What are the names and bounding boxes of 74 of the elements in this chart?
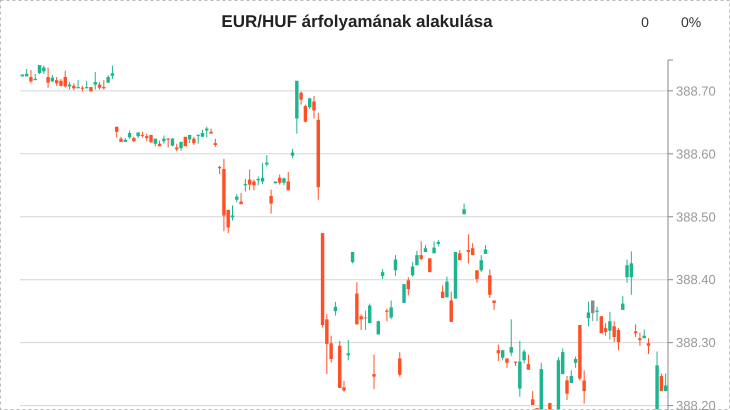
candlestick: [406, 276, 410, 296]
candlestick: [102, 80, 106, 90]
candlestick: [600, 316, 604, 334]
y-tick-label: 388.60: [676, 146, 716, 162]
candlestick: [595, 306, 599, 322]
candlestick: [166, 138, 170, 148]
candlestick: [500, 350, 504, 361]
candlestick: [252, 179, 256, 191]
candlestick: [466, 234, 470, 264]
candlestick: [278, 174, 282, 186]
candlestick: [368, 303, 372, 324]
candlestick: [304, 104, 308, 123]
candlestick: [638, 332, 642, 346]
candlestick: [522, 349, 526, 364]
candlestick: [612, 320, 616, 343]
candlestick: [410, 262, 414, 278]
candlestick: [475, 270, 479, 284]
candlestick: [591, 300, 594, 322]
candlestick: [260, 162, 264, 185]
candlestick: [664, 372, 668, 392]
candlestick: [608, 311, 612, 340]
y-tick-label: 388.20: [676, 398, 716, 410]
candlestick: [440, 284, 444, 298]
candlestick: [114, 126, 118, 138]
candlestick: [398, 352, 402, 378]
candlestick: [574, 356, 578, 368]
chart-title: EUR/HUF árfolyamának alakulása: [221, 12, 494, 31]
candlestick: [530, 390, 534, 406]
candlestick: [660, 372, 664, 392]
candlestick: [299, 90, 303, 106]
candlestick: [625, 259, 629, 284]
candlestick: [488, 269, 492, 298]
candlestick: [334, 301, 338, 316]
candlestick: [46, 67, 50, 88]
candlestick: [415, 250, 419, 266]
candlestick: [380, 268, 384, 280]
candlestick: [230, 204, 234, 222]
candlestick: [586, 301, 590, 327]
candlestick: [480, 254, 483, 273]
candlestick: [450, 291, 453, 322]
candlestick: [29, 70, 33, 84]
candlestick: [419, 240, 423, 261]
candlestick: [286, 172, 290, 191]
candlestick: [248, 169, 252, 191]
candlestick: [244, 178, 248, 192]
text: 0: [641, 14, 650, 30]
candlestick: [94, 71, 97, 90]
candlestick: [582, 370, 586, 404]
candlestick: [432, 240, 436, 254]
candlestick: [385, 308, 389, 322]
candlestick: [364, 310, 368, 331]
y-tick-label: 388.30: [676, 335, 716, 350]
candlestick: [308, 97, 312, 110]
candlestick: [394, 254, 398, 276]
candlestick: [526, 354, 530, 370]
candlestick: [110, 65, 114, 80]
y-tick-label: 388.70: [676, 83, 716, 98]
candlestick: [196, 134, 200, 144]
candlestick: [389, 300, 393, 320]
candlestick: [269, 189, 273, 214]
candlestick: [290, 148, 294, 159]
y-tick-label: 388.40: [676, 272, 716, 288]
candlestick: [621, 296, 624, 310]
candlestick: [570, 370, 574, 384]
candlestick: [630, 250, 634, 296]
text: 0%: [681, 14, 702, 30]
y-tick-label: 388.50: [676, 209, 716, 224]
candlestick: [445, 276, 449, 298]
candlestick: [265, 154, 269, 167]
candlestick: [205, 126, 208, 138]
candlestick: [402, 284, 406, 304]
candlestick: [376, 320, 380, 335]
candlestick: [496, 344, 500, 362]
candlestick: [510, 318, 513, 356]
